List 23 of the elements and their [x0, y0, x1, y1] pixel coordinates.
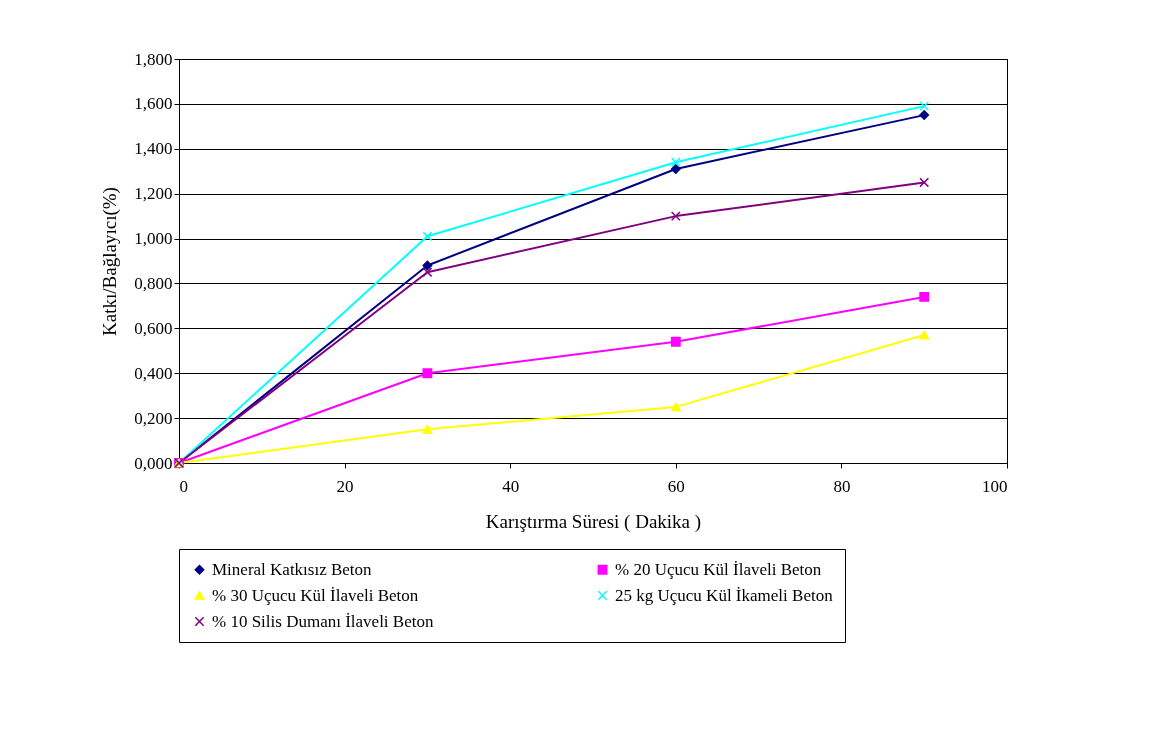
x-tick-label: 100	[982, 476, 1008, 496]
legend-label: % 20 Uçucu Kül İlaveli Beton	[615, 559, 822, 579]
y-tick-label: 1,800	[134, 49, 173, 69]
x-tick-label: 40	[502, 476, 520, 496]
x-tick-label: 0	[179, 476, 188, 496]
y-tick-label: 1,400	[134, 139, 173, 159]
legend-label: Mineral Katkısız Beton	[212, 559, 373, 579]
x-tick-label: 20	[336, 476, 354, 496]
legend-label: 25 kg Uçucu Kül İkameli Beton	[615, 585, 834, 605]
y-tick-label: 0,400	[134, 363, 173, 383]
y-tick-label: 0,800	[134, 273, 173, 293]
y-tick-label: 1,600	[134, 94, 173, 114]
legend-label: % 30 Uçucu Kül İlaveli Beton	[212, 585, 419, 605]
y-tick-label: 0,000	[134, 453, 173, 473]
legend-label: % 10 Silis Dumanı İlaveli Beton	[212, 611, 434, 631]
y-axis-title: Katkı/Bağlayıcı(%)	[99, 187, 122, 336]
y-tick-label: 0,600	[134, 318, 173, 338]
y-tick-label: 1,000	[134, 229, 173, 249]
x-tick-label: 80	[833, 476, 851, 496]
y-tick-label: 0,200	[134, 408, 173, 428]
x-axis-title: Karıştırma Süresi ( Dakika )	[485, 510, 702, 533]
x-tick-label: 60	[667, 476, 685, 496]
y-tick-label: 1,200	[134, 184, 173, 204]
